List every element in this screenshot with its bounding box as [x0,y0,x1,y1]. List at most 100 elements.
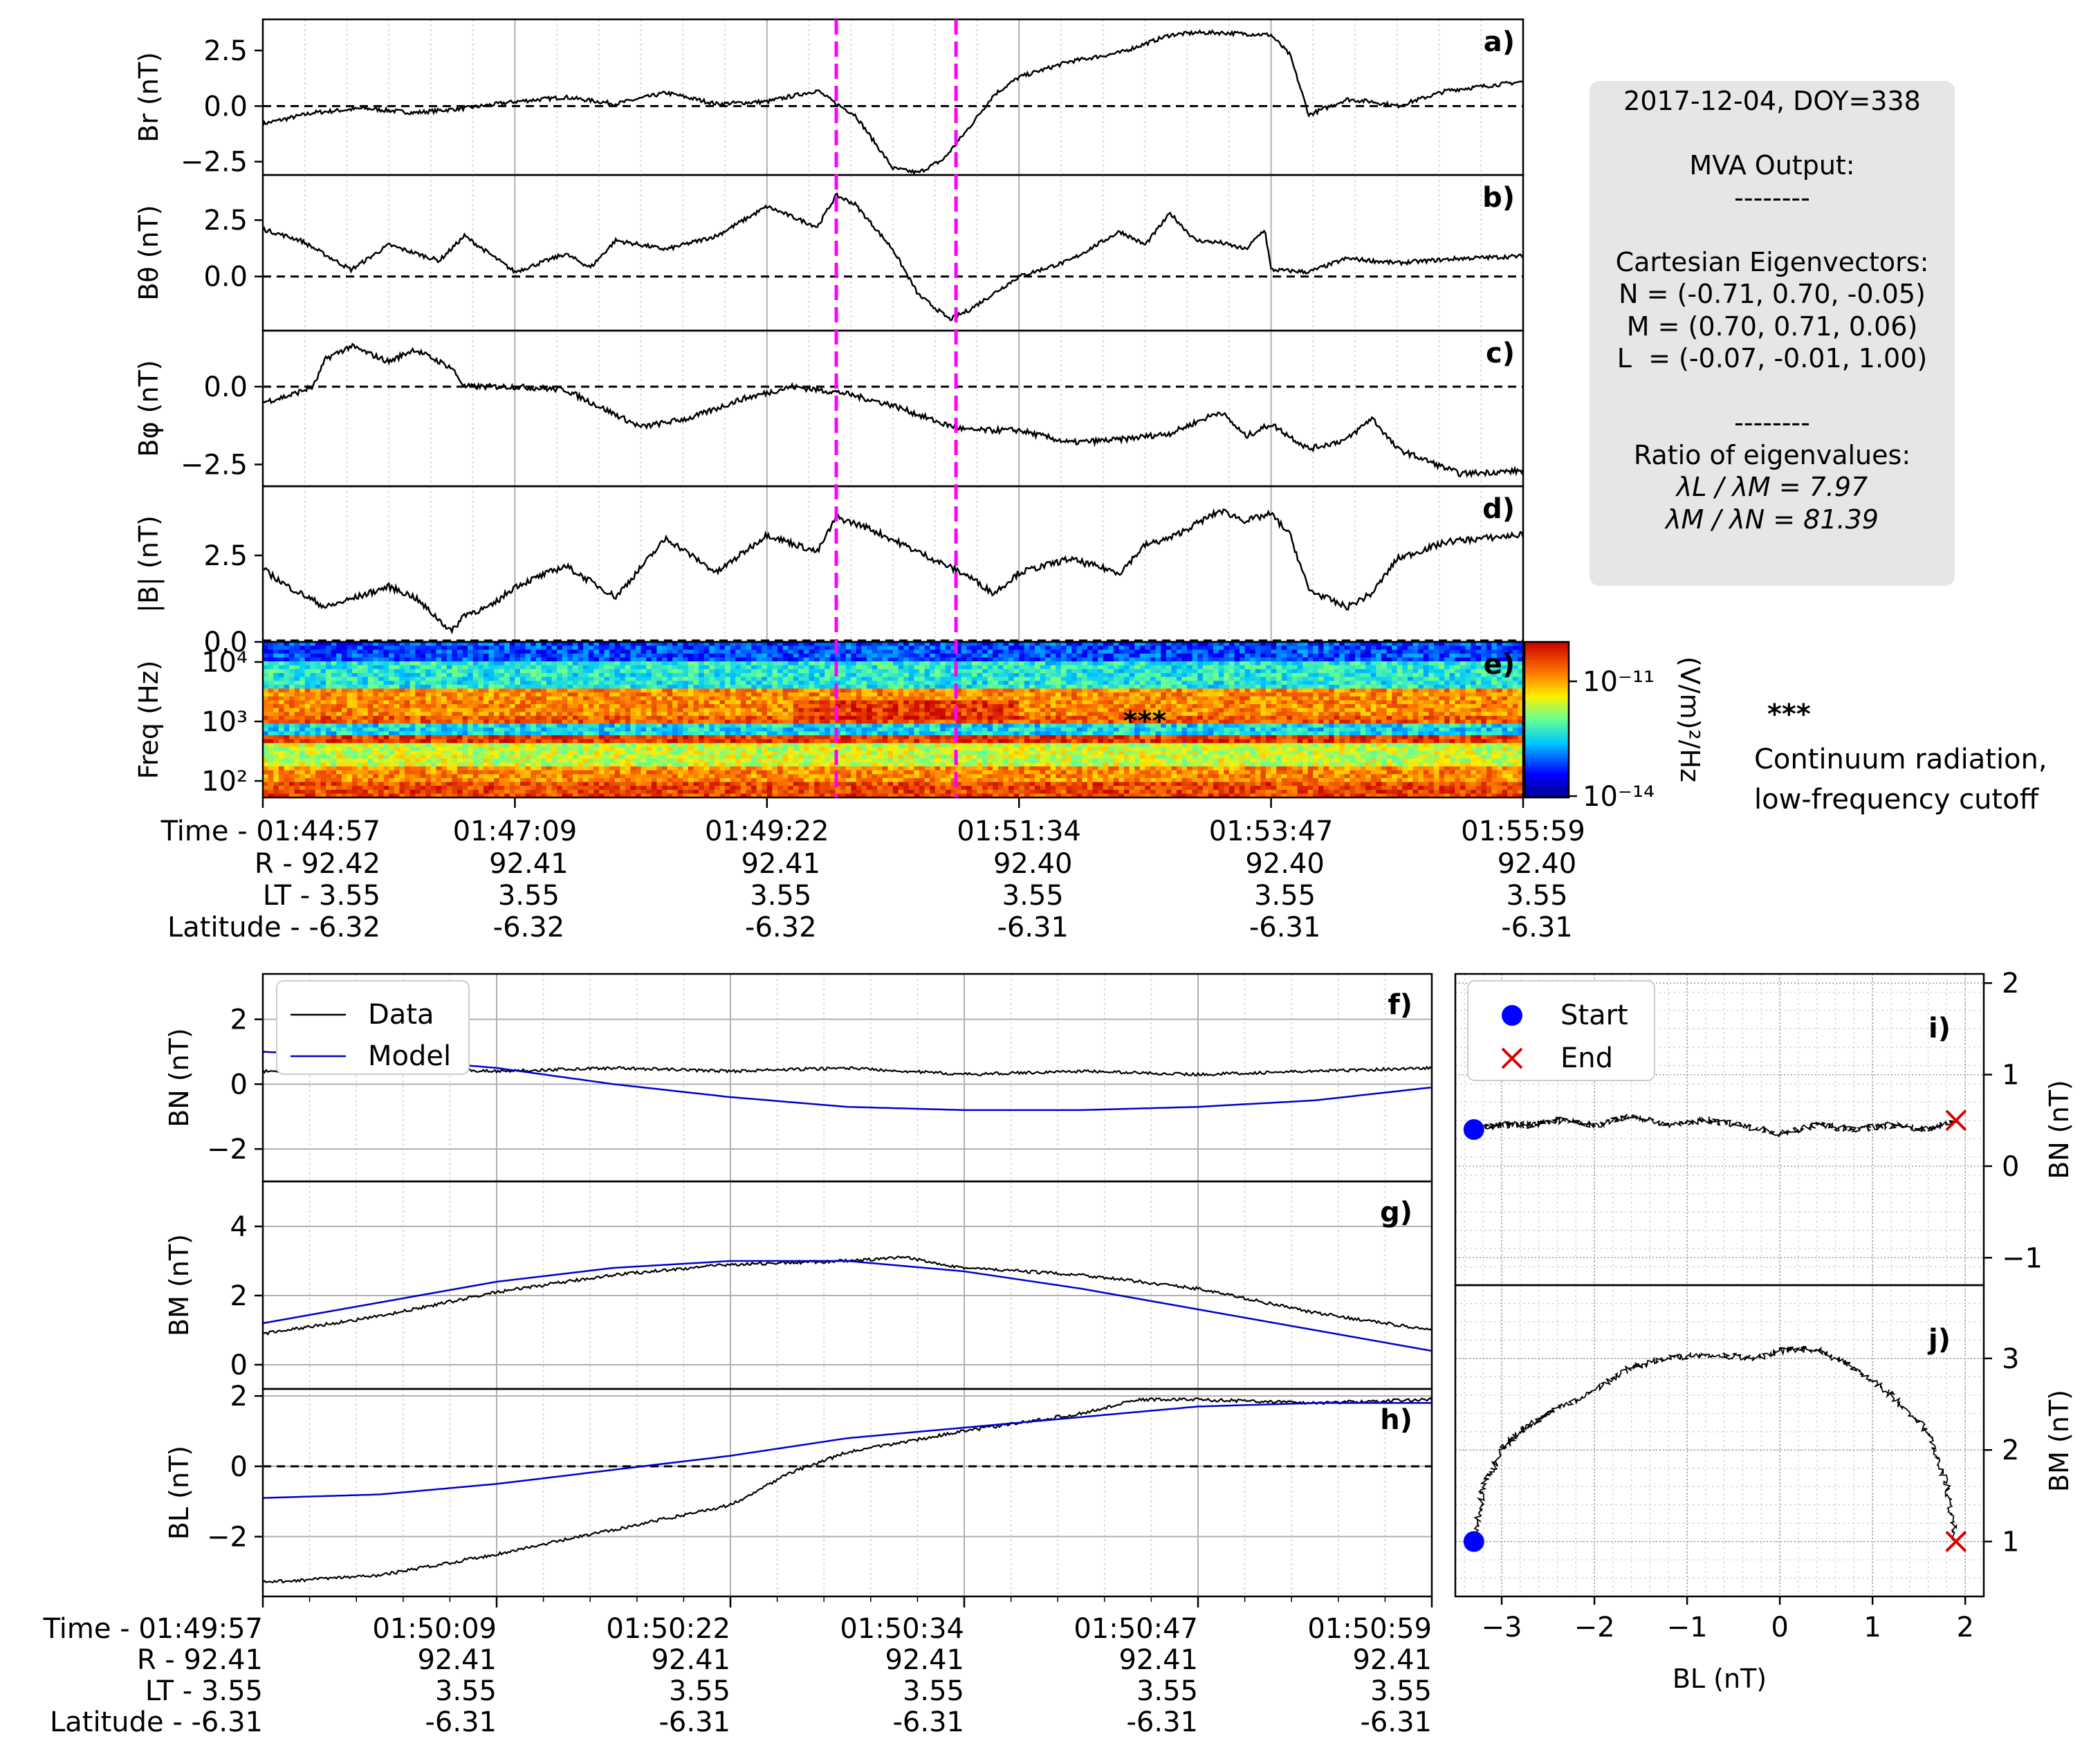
spectrogram-cell [719,676,726,681]
spectrogram-cell [641,704,647,709]
spectrogram-cell [1108,708,1114,712]
spectrogram-cell [614,653,620,658]
spectrogram-cell [1056,684,1062,690]
spectrogram-cell [1008,645,1015,650]
spectrogram-cell [389,669,395,674]
spectrogram-cell [1187,700,1193,705]
spectrogram-cell [1234,645,1240,650]
spectrogram-cell [950,645,957,650]
spectrogram-cell [809,715,815,721]
spectrogram-cell [1339,645,1345,650]
spectrogram-cell [1287,669,1293,674]
spectrogram-cell [441,684,448,690]
spectrogram-cell [436,715,442,721]
spectrogram-cell [1439,684,1445,690]
spectrogram-cell [1302,650,1309,654]
spectrogram-cell [394,681,400,685]
spectrogram-cell [867,700,873,705]
spectrogram-cell [867,657,873,662]
spectrogram-cell [1228,684,1235,690]
spectrogram-cell [1244,645,1251,650]
spectrogram-cell [1329,681,1335,685]
spectrogram-cell [893,688,899,693]
spectrogram-cell [1113,673,1119,678]
spectrogram-cell [725,715,731,721]
spectrogram-cell [819,669,825,674]
spectrogram-cell [693,645,699,650]
spectrogram-cell [683,676,689,681]
spectrogram-cell [814,708,820,712]
spectrogram-cell [829,692,836,697]
spectrogram-cell [641,715,647,721]
spectrogram-cell [1228,696,1235,701]
spectrogram-cell [1076,650,1083,654]
spectrogram-cell [1271,653,1277,658]
spectrogram-cell [766,645,773,650]
spectrogram-cell [966,665,973,670]
spectrogram-cell [347,715,353,721]
spectrogram-cell [1287,681,1293,685]
spectrogram-cell [373,700,379,705]
spectrogram-cell [1161,715,1167,721]
spectrogram-cell [714,673,721,678]
spectrogram-cell [1465,700,1471,705]
spectrogram-cell [315,657,322,662]
spectrogram-cell [1329,657,1335,662]
spectrogram-cell [1161,661,1167,666]
spectrogram-cell [934,715,941,721]
spectrogram-cell [930,681,936,685]
spectrogram-cell [1202,681,1209,685]
spectrogram-cell [1455,712,1461,717]
spectrogram-cell [441,715,448,721]
spectrogram-cell [336,708,342,712]
spectrogram-cell [1124,708,1130,712]
spectrogram-cell [430,715,437,721]
spectrogram-cell [1019,715,1025,721]
spectrogram-cell [304,704,311,709]
spectrogram-cell [714,715,721,721]
spectrogram-cell [1512,692,1518,697]
spectrogram-cell [845,645,851,650]
spectrogram-cell [551,669,558,674]
spectrogram-cell [950,669,957,674]
spectrogram-cell [609,661,616,666]
spectrogram-cell [1297,676,1303,681]
spectrogram-cell [1134,704,1141,709]
spectrogram-cell [730,661,736,666]
spectrogram-cell [1408,700,1414,705]
spectrogram-cell [352,681,358,685]
spectrogram-cell [593,704,600,709]
spectrogram-cell [1013,696,1020,701]
spectrogram-cell [636,696,642,701]
spectrogram-cell [651,715,657,721]
spectrogram-cell [1118,708,1125,712]
spectrogram-cell [509,673,515,678]
spectrogram-cell [315,692,322,697]
spectrogram-cell [762,642,768,647]
spectrogram-cell [788,692,794,697]
spectrogram-cell [924,669,930,674]
spectrogram-cell [1518,712,1524,717]
spectrogram-cell [1376,708,1382,712]
spectrogram-cell [1297,642,1303,647]
spectrogram-cell [488,676,495,681]
spectrogram-cell [1003,704,1009,709]
spectrogram-cell [336,650,342,654]
spectrogram-cell [856,704,863,709]
spectrogram-cell [546,642,553,647]
spectrogram-cell [735,657,742,662]
spectrogram-cell [1323,669,1329,674]
spectrogram-cell [389,688,395,693]
spectrogram-cell [877,684,883,690]
spectrogram-cell [1455,665,1461,670]
spectrogram-cell [1124,653,1130,658]
spectrogram-cell [908,700,914,705]
spectrogram-cell [483,715,490,721]
spectrogram-cell [1029,688,1035,693]
spectrogram-cell [389,665,395,670]
spectrogram-cell [499,715,505,721]
spectrogram-cell [1187,661,1193,666]
spectrogram-cell [793,692,799,697]
spectrogram-cell [1076,661,1083,666]
spectrogram-cell [263,684,269,690]
